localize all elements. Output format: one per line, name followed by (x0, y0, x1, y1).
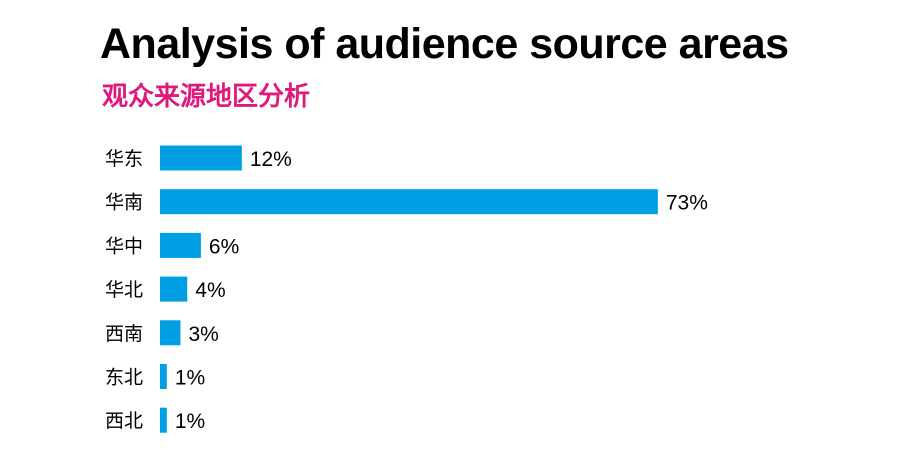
bar (160, 364, 167, 389)
bar (160, 145, 242, 171)
value-label: 1% (175, 410, 205, 433)
category-label: 华南 (105, 192, 143, 214)
value-label: 73% (666, 192, 708, 215)
value-label: 4% (195, 279, 225, 302)
category-label: 东北 (105, 367, 143, 389)
category-label: 华东 (105, 148, 143, 170)
chart-title: Analysis of audience source areas (100, 20, 789, 68)
category-label: 华中 (105, 235, 143, 257)
category-label: 西南 (105, 323, 143, 345)
bar (160, 189, 658, 215)
value-label: 3% (188, 323, 218, 346)
bar (160, 276, 188, 302)
bar (160, 232, 201, 258)
bar (160, 320, 181, 346)
value-label: 1% (175, 367, 205, 390)
value-label: 12% (250, 148, 292, 171)
category-label: 华北 (105, 279, 143, 301)
chart-subtitle: 观众来源地区分析 (102, 82, 311, 112)
bar (160, 407, 167, 433)
value-label: 6% (209, 235, 239, 258)
category-label: 西北 (105, 410, 143, 432)
